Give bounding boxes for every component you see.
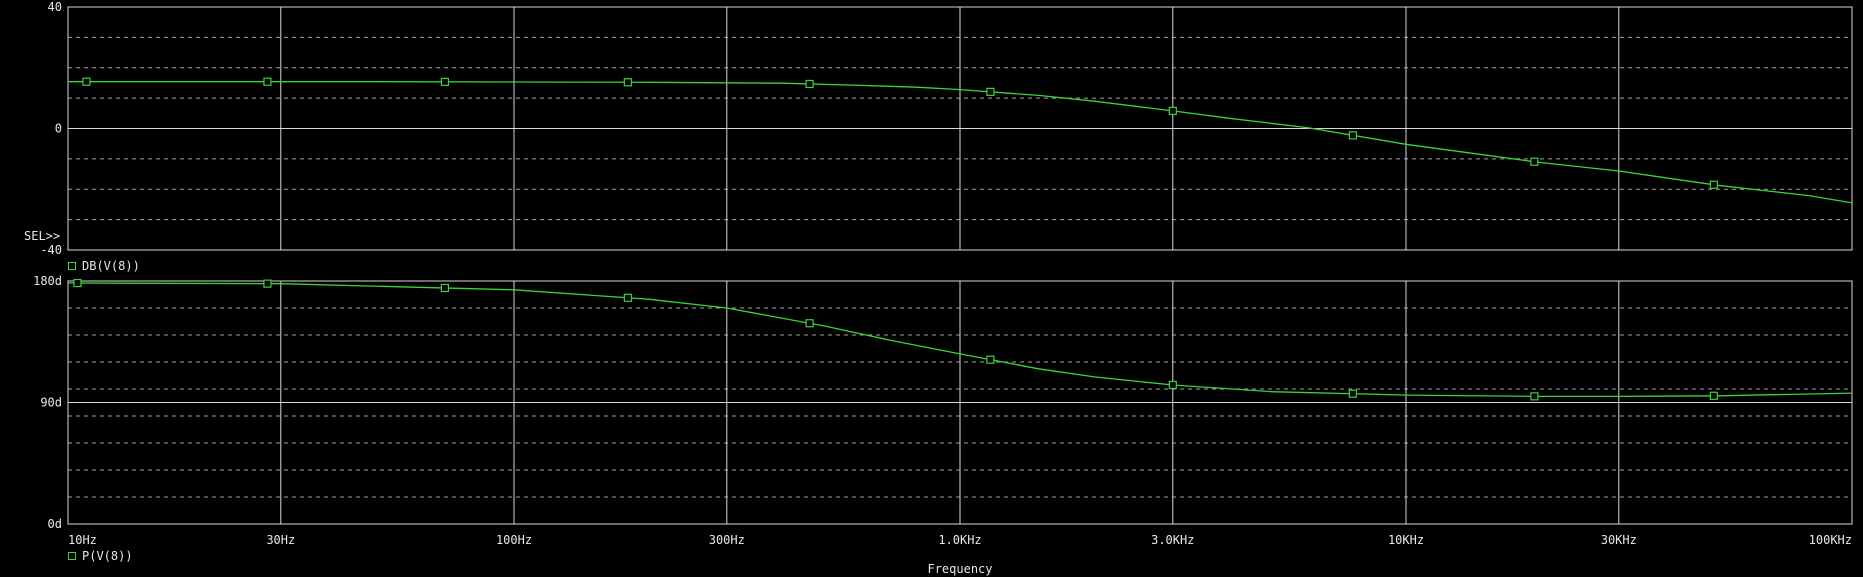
data-marker — [623, 78, 632, 87]
y-tick-label: 0 — [55, 122, 62, 136]
y-tick-label: 90d — [40, 396, 62, 410]
legend-top-label: DB(V(8)) — [82, 259, 140, 273]
data-marker — [805, 319, 814, 328]
y-tick-label: 40 — [48, 0, 62, 14]
data-marker — [1168, 380, 1177, 390]
data-marker — [263, 279, 272, 288]
data-marker — [986, 87, 995, 96]
x-tick-label: 10Hz — [68, 533, 97, 547]
data-marker — [623, 293, 632, 302]
plot-frame — [67, 6, 1853, 251]
x-tick-label: 30KHz — [1601, 533, 1637, 547]
data-marker — [73, 278, 82, 288]
legend-bottom[interactable]: P(V(8)) — [68, 549, 133, 563]
x-tick-label: 3.0KHz — [1151, 533, 1194, 547]
data-marker — [1709, 180, 1718, 189]
y-tick-label: 180d — [33, 274, 62, 288]
x-tick-label: 10KHz — [1388, 533, 1424, 547]
x-tick-label: 100Hz — [496, 533, 532, 547]
x-tick-label: 1.0KHz — [938, 533, 981, 547]
data-marker — [1530, 157, 1539, 166]
y-tick-label: -40 — [40, 243, 62, 257]
plot-frame — [67, 280, 1853, 525]
trace-line — [67, 282, 1853, 398]
data-marker — [986, 355, 995, 364]
cursor-select-marker: SEL>> — [24, 229, 61, 243]
data-marker — [440, 283, 450, 293]
data-marker — [440, 77, 450, 86]
legend-marker-icon — [68, 262, 76, 270]
x-tick-label: 300Hz — [709, 533, 745, 547]
legend-marker-icon — [68, 552, 76, 560]
x-tick-label: 30Hz — [266, 533, 295, 547]
data-marker — [1348, 389, 1357, 398]
legend-top[interactable]: DB(V(8)) — [68, 259, 140, 273]
trace-line — [68, 81, 1853, 204]
data-marker — [1709, 391, 1718, 400]
data-marker — [1530, 392, 1539, 401]
legend-bottom-label: P(V(8)) — [82, 549, 133, 563]
data-marker — [1348, 131, 1357, 140]
data-marker — [1168, 106, 1177, 115]
x-tick-label: 100KHz — [1809, 533, 1852, 547]
data-marker — [263, 77, 272, 86]
y-tick-label: 0d — [48, 517, 62, 531]
data-marker — [805, 79, 814, 89]
data-marker — [82, 77, 91, 86]
x-axis-label: Frequency — [927, 562, 993, 576]
